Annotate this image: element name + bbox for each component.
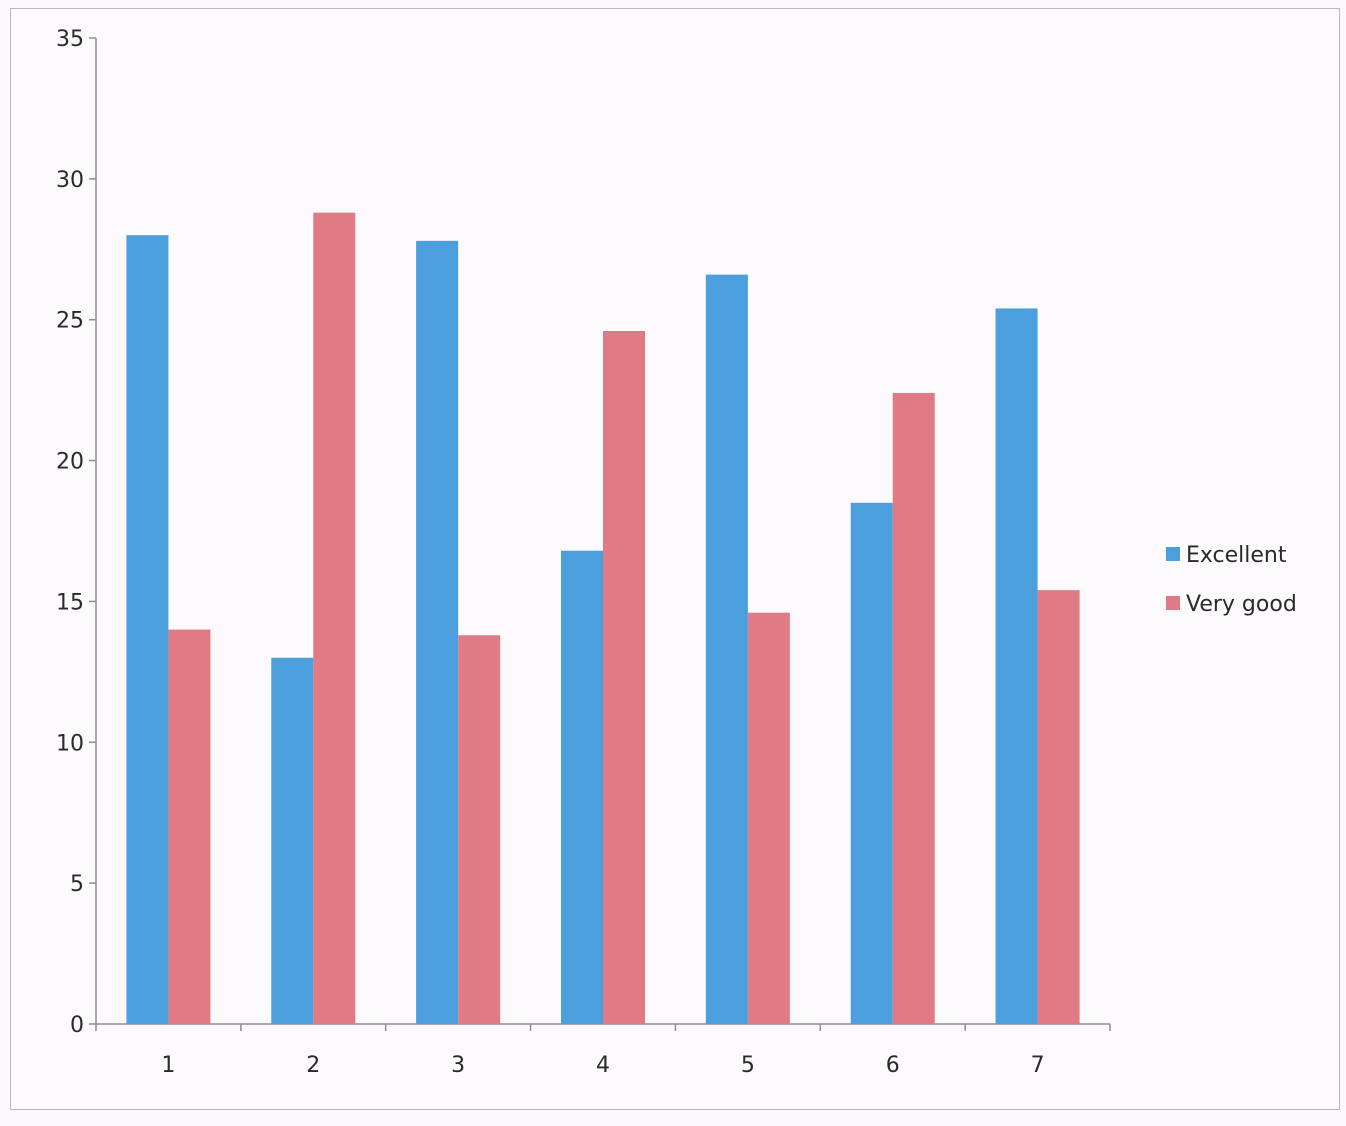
bar-very-good-7 bbox=[1037, 590, 1080, 1024]
bar-very-good-1 bbox=[168, 629, 211, 1024]
x-tick-label: 7 bbox=[1031, 1053, 1045, 1078]
y-tick-label: 10 bbox=[56, 731, 84, 756]
chart-bars bbox=[126, 212, 1080, 1025]
x-tick-label: 1 bbox=[161, 1053, 175, 1078]
chart-ticks: 0 5 10 15 20 25 30 35 1 2 3 4 5 6 7 bbox=[56, 27, 1111, 1078]
bar-excellent-5 bbox=[705, 274, 748, 1024]
bar-excellent-1 bbox=[126, 235, 169, 1024]
y-tick-label: 35 bbox=[56, 27, 84, 52]
bar-very-good-2 bbox=[313, 212, 356, 1025]
bar-very-good-4 bbox=[603, 330, 646, 1024]
bar-very-good-6 bbox=[892, 392, 935, 1025]
chart-frame bbox=[10, 8, 1340, 1110]
x-tick-label: 3 bbox=[451, 1053, 465, 1078]
x-tick-label: 2 bbox=[306, 1053, 320, 1078]
bar-very-good-3 bbox=[458, 635, 501, 1024]
legend-swatch-very-good bbox=[1166, 596, 1180, 610]
y-tick-label: 5 bbox=[70, 872, 84, 897]
x-tick-label: 5 bbox=[741, 1053, 755, 1078]
x-tick-label: 6 bbox=[886, 1053, 900, 1078]
legend-label-excellent: Excellent bbox=[1186, 543, 1287, 568]
y-tick-label: 25 bbox=[56, 309, 84, 334]
bar-very-good-5 bbox=[747, 612, 790, 1024]
y-tick-label: 30 bbox=[56, 168, 84, 193]
y-tick-label: 20 bbox=[56, 450, 84, 475]
bar-excellent-3 bbox=[416, 240, 459, 1024]
bar-excellent-7 bbox=[995, 308, 1038, 1025]
bar-excellent-4 bbox=[560, 550, 603, 1024]
bar-excellent-6 bbox=[850, 502, 893, 1024]
bar-excellent-2 bbox=[271, 657, 314, 1024]
x-tick-label: 4 bbox=[596, 1053, 610, 1078]
legend-label-very-good: Very good bbox=[1186, 592, 1297, 617]
y-tick-label: 0 bbox=[70, 1013, 84, 1038]
legend-swatch-excellent bbox=[1166, 547, 1180, 561]
chart-legend: Excellent Very good bbox=[1166, 543, 1297, 617]
y-tick-label: 15 bbox=[56, 590, 84, 615]
